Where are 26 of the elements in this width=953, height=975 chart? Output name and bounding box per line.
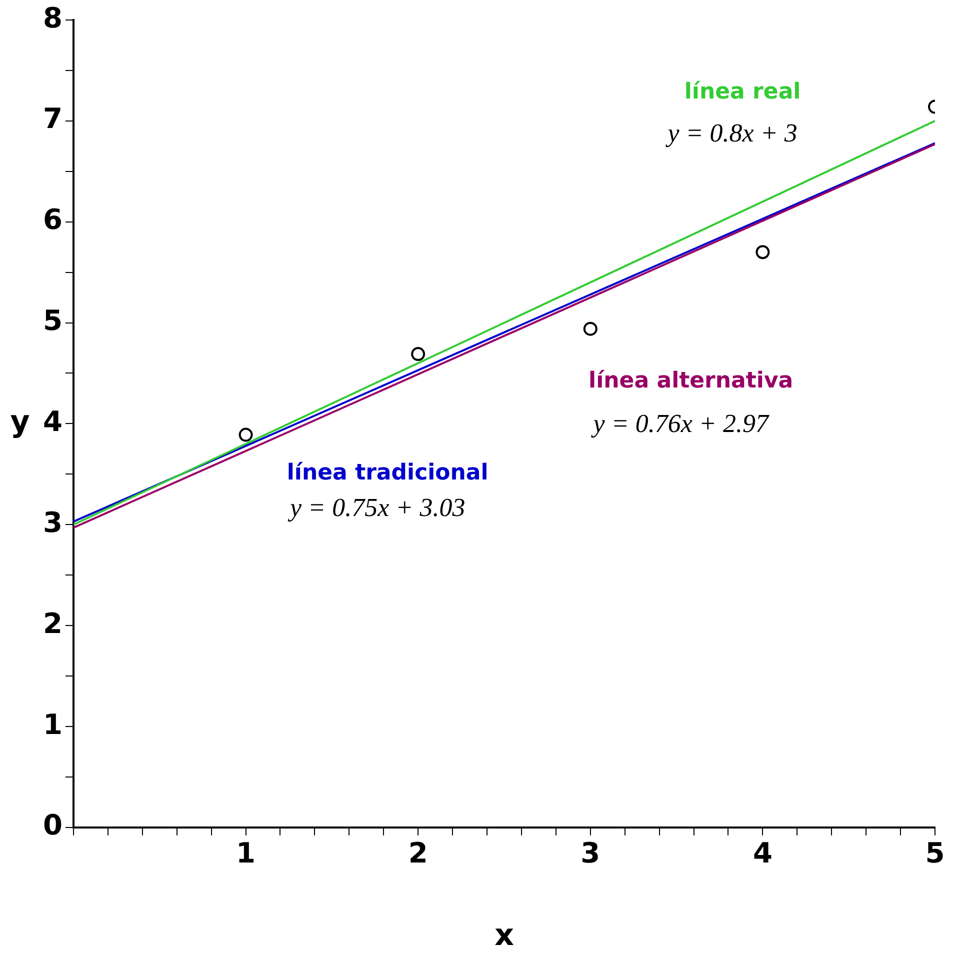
y-tick-label: 4: [43, 404, 62, 438]
y-tick-label: 0: [43, 808, 62, 842]
series-label: línea tradicional: [286, 460, 488, 486]
annotation: y = 0.75x + 3.03: [287, 493, 466, 522]
y-axis-title: y: [10, 404, 30, 440]
x-tick-label: 4: [752, 836, 772, 870]
y-tick-label: 8: [43, 1, 62, 34]
text: línea alternativa: [588, 368, 794, 394]
y-tick-label: 1: [43, 708, 62, 741]
point: [238, 428, 253, 442]
x-tick-label: 5: [925, 836, 945, 870]
y-tick-label: 2: [43, 606, 62, 640]
x-tick-label: 1: [236, 836, 256, 870]
x-tick-label: 3: [580, 836, 600, 870]
y-tick-label: 3: [43, 506, 62, 539]
point: [756, 245, 770, 260]
y-tick-label: 5: [43, 304, 62, 338]
y-tick-label: 7: [43, 102, 62, 136]
point: [583, 322, 598, 336]
annotation: y = 0.76x + 2.97: [590, 409, 770, 438]
text: línea real: [684, 79, 801, 104]
point: [411, 347, 426, 362]
annotation: y = 0.8x + 3: [664, 118, 798, 148]
y-tick-label: 6: [43, 203, 62, 236]
x-tick-label: 2: [408, 836, 428, 870]
x-axis-title: x: [494, 918, 514, 954]
